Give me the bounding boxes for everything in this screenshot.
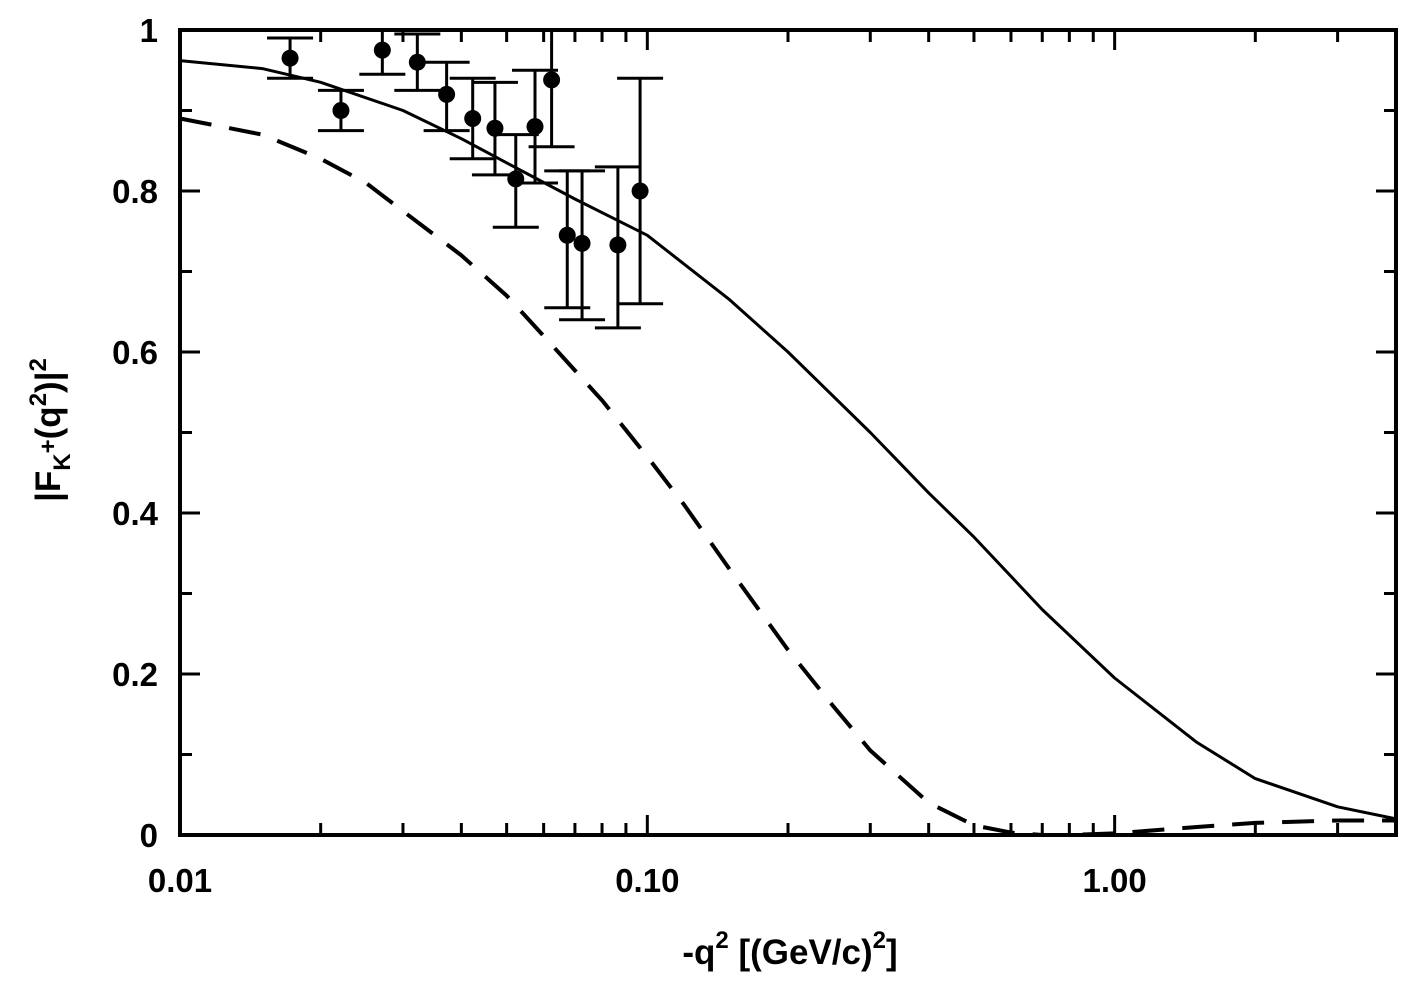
x-tick-label: 1.00	[1083, 862, 1147, 899]
data-point-8	[507, 170, 525, 188]
plot-layer	[179, 28, 1397, 837]
ticks-layer: 0 0.2 0.4 0.6 0.8 1 0.01 0.10 1.00	[112, 12, 1398, 899]
y-tick-label: 0.2	[112, 656, 158, 693]
y-tick-label: 0.4	[112, 495, 159, 532]
x-tick-label: 0.10	[615, 862, 679, 899]
data-point-7	[486, 119, 504, 137]
x-axis-title-suffix: ]	[886, 933, 898, 972]
x-axis-title-middle: [(GeV/c)	[729, 933, 873, 972]
y-tick-label: 0.8	[112, 173, 158, 210]
data-point-9	[526, 118, 544, 136]
y-tick-label: 0	[140, 817, 158, 854]
y-axis-title-part2: (q	[29, 406, 68, 439]
y-axis-title-sup: 2	[25, 393, 52, 406]
solid-curve	[179, 59, 1397, 821]
x-tick-label: 0.01	[148, 862, 212, 899]
y-tick-label: 0.6	[112, 334, 158, 371]
x-axis-title-sup: 2	[715, 927, 728, 954]
data-point-1	[281, 49, 299, 67]
data-point-5	[438, 85, 456, 103]
y-axis-title-subsup: +	[35, 439, 62, 453]
dashed-curve	[179, 116, 1396, 837]
y-axis-title-sup2: 2	[25, 358, 52, 371]
data-point-13	[609, 236, 627, 254]
y-axis-title-part1: |F	[29, 471, 68, 502]
y-axis-title-part3: )|	[29, 371, 68, 392]
x-axis-title-prefix: -q	[682, 933, 715, 972]
data-point-3	[373, 41, 391, 59]
data-point-11	[558, 226, 576, 244]
x-axis-title: -q2 [(GeV/c)2]	[682, 927, 897, 972]
data-point-4	[408, 53, 426, 71]
data-point-6	[464, 110, 482, 128]
data-point-10	[543, 71, 561, 89]
y-axis-title: |FK+(q2)|2	[25, 358, 76, 502]
x-axis-title-sup2: 2	[873, 927, 886, 954]
data-point-2	[332, 102, 350, 119]
y-tick-label: 1	[140, 12, 158, 49]
y-axis-title-sub: K	[49, 453, 76, 471]
data-point-14	[631, 182, 649, 200]
plot-frame	[178, 28, 1398, 837]
data-point-12	[573, 234, 591, 252]
